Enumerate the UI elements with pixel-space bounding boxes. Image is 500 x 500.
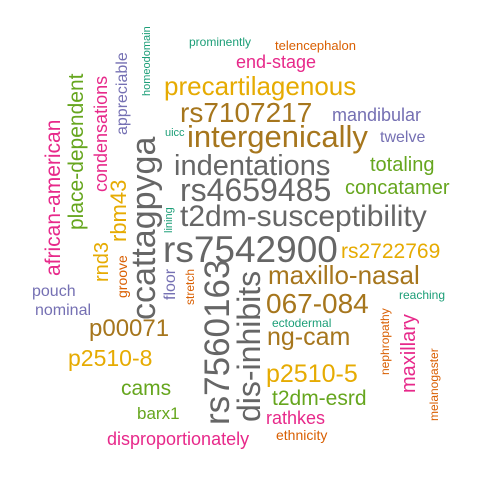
word-ectodermal: ectodermal xyxy=(272,316,332,330)
word-rnd3: rnd3 xyxy=(91,241,113,282)
word-rbm43: rbm43 xyxy=(106,179,131,242)
word-disproportionately: disproportionately xyxy=(107,429,250,449)
word-reaching: reaching xyxy=(399,288,446,302)
word-mandibular: mandibular xyxy=(332,105,422,125)
word-precartilagenous: precartilagenous xyxy=(164,71,357,101)
word-intergenically: intergenically xyxy=(187,119,368,154)
word-rs4659485: rs4659485 xyxy=(180,172,332,208)
word-p2510-5: p2510-5 xyxy=(266,360,358,388)
word-uicc: uicc xyxy=(165,127,185,139)
word-cams: cams xyxy=(121,377,172,400)
word-homeodomain: homeodomain xyxy=(141,26,153,96)
word-p2510-8: p2510-8 xyxy=(68,345,153,371)
word-t2dm-susceptibility: t2dm-susceptibility xyxy=(180,200,427,233)
word-nominal: nominal xyxy=(35,302,92,319)
word-ccattagpyga: ccattagpyga xyxy=(125,136,163,320)
word-twelve: twelve xyxy=(380,129,426,146)
word-pouch: pouch xyxy=(32,283,76,300)
word-rs2722769: rs2722769 xyxy=(341,240,441,263)
word-prominently: prominently xyxy=(189,35,252,49)
word-totaling: totaling xyxy=(370,154,435,176)
word-barx1: barx1 xyxy=(137,404,180,423)
word-ethnicity: ethnicity xyxy=(276,427,328,443)
word-p00071: p00071 xyxy=(89,315,170,342)
word-nephropathy: nephropathy xyxy=(378,308,392,375)
word-maxillary: maxillary xyxy=(398,314,420,393)
word-rs7107217: rs7107217 xyxy=(180,97,313,128)
word-place-dependent: place-dependent xyxy=(65,73,88,230)
word-end-stage: end-stage xyxy=(236,52,317,72)
word-dis-inhibits: dis-inhibits xyxy=(231,270,267,422)
word-floor: floor xyxy=(162,268,179,300)
word-african-american: african-american xyxy=(42,119,65,276)
word-rathkes: rathkes xyxy=(266,408,326,428)
word-appreciable: appreciable xyxy=(114,52,131,135)
word-melanogaster: melanogaster xyxy=(427,348,441,421)
word-concatamer: concatamer xyxy=(345,177,450,199)
word-rs7542900: rs7542900 xyxy=(163,229,338,270)
word-indentations: indentations xyxy=(174,150,331,182)
word-condensations: condensations xyxy=(91,75,111,192)
word-stretch: stretch xyxy=(183,268,197,305)
word-telencephalon: telencephalon xyxy=(275,38,356,53)
word-rs7560163: rs7560163 xyxy=(198,259,237,425)
word-ng-cam: ng-cam xyxy=(267,323,351,351)
word-groove: groove xyxy=(114,255,130,298)
word-067-084: 067-084 xyxy=(266,288,369,319)
word-maxillo-nasal: maxillo-nasal xyxy=(268,260,420,290)
word-t2dm-esrd: t2dm-esrd xyxy=(272,387,367,410)
